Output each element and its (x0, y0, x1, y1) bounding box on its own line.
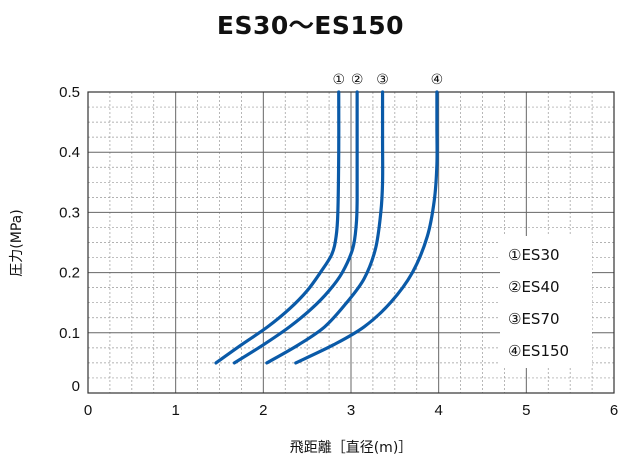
series-line-es70 (265, 90, 385, 365)
plot-frame (87, 91, 615, 394)
x-tick-label: 6 (610, 402, 618, 419)
y-tick-label: 0.2 (59, 265, 80, 282)
curve-label-es30: ① (332, 72, 345, 88)
x-tick-label: 1 (171, 402, 179, 419)
series-line-es30 (214, 90, 341, 365)
curve-label-es150: ④ (431, 72, 444, 88)
legend-entry-es30: ①ES30 (508, 246, 560, 264)
legend: ①ES30 ②ES40 ③ES70 ④ES150 (500, 236, 592, 368)
legend-entry-es150: ④ES150 (508, 342, 569, 360)
curve-label-es40: ② (351, 72, 364, 88)
x-tick-label: 4 (434, 402, 442, 419)
y-axis-title: 圧力(MPa) (9, 209, 25, 276)
x-tick-label: 5 (522, 402, 530, 419)
x-tick-label: 0 (84, 402, 92, 419)
y-tick-labels: 0 0.1 0.2 0.3 0.4 0.5 (59, 84, 80, 395)
legend-entry-es40: ②ES40 (508, 278, 560, 296)
x-axis-title: 飛距離［直径(m)］ (290, 439, 413, 456)
x-tick-label: 3 (347, 402, 355, 419)
legend-entry-es70: ③ES70 (508, 310, 560, 328)
legend-box (500, 236, 592, 368)
y-tick-label: 0.3 (59, 204, 80, 221)
x-tick-label: 2 (259, 402, 267, 419)
chart-title: ES30〜ES150 (216, 11, 405, 40)
y-tick-label: 0.5 (59, 84, 80, 101)
y-tick-label: 0 (72, 378, 80, 395)
y-tick-label: 0.1 (59, 325, 80, 342)
y-tick-label: 0.4 (59, 144, 80, 161)
curve-label-es70: ③ (376, 72, 389, 88)
series-line-es40 (232, 90, 359, 365)
series-line-es150 (294, 90, 439, 365)
x-tick-labels: 0 1 2 3 4 5 6 (84, 402, 618, 419)
curves (214, 90, 439, 365)
